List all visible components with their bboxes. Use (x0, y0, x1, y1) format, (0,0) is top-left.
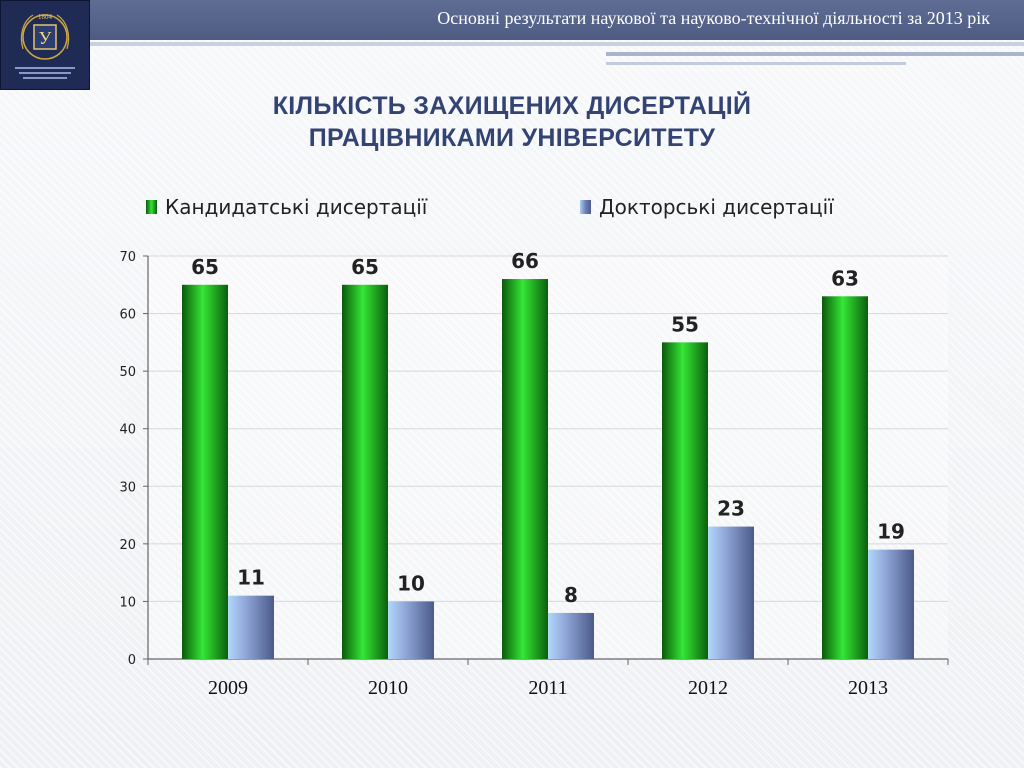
legend-item-candidate: Кандидатські дисертації (146, 195, 427, 219)
legend-swatch-candidate (146, 200, 157, 214)
data-label-doctoral: 10 (397, 571, 425, 595)
y-tick-label: 30 (119, 480, 136, 495)
legend-item-doctoral: Докторські дисертації (580, 195, 834, 219)
bar-doctoral (228, 595, 274, 659)
legend-label-candidate: Кандидатські дисертації (165, 195, 428, 219)
bar-doctoral (868, 549, 914, 659)
page-title-line-2: ПРАЦІВНИКАМИ УНІВЕРСИТЕТУ (308, 124, 716, 152)
y-tick-label: 60 (119, 308, 136, 323)
legend-label-doctoral: Докторські дисертації (599, 195, 834, 219)
university-logo: У 1804 (0, 0, 90, 90)
data-label-doctoral: 19 (877, 520, 905, 544)
bar-candidate (502, 279, 548, 659)
header-stripes (90, 40, 1024, 70)
bar-candidate (342, 284, 388, 659)
data-label-candidate: 63 (831, 266, 859, 290)
chart-legend: Кандидатські дисертації Докторські дисер… (0, 195, 1024, 223)
y-tick-label: 50 (119, 365, 136, 380)
page-title-line-1: КІЛЬКІСТЬ ЗАХИЩЕНИХ ДИСЕРТАЦІЙ (272, 92, 752, 120)
x-tick-label: 2011 (528, 677, 567, 699)
bar-candidate (182, 284, 228, 659)
data-label-doctoral: 11 (237, 566, 265, 590)
data-label-candidate: 65 (351, 255, 379, 279)
y-tick-label: 40 (119, 423, 136, 438)
logo-year: 1804 (38, 13, 53, 21)
y-tick-label: 70 (119, 250, 136, 265)
x-tick-label: 2013 (848, 677, 888, 699)
data-label-candidate: 55 (671, 312, 699, 336)
header-bar (0, 0, 1024, 40)
page-title: КІЛЬКІСТЬ ЗАХИЩЕНИХ ДИСЕРТАЦІЙ ПРАЦІВНИК… (0, 90, 1024, 154)
header-title: Основні результати наукової та науково-т… (437, 8, 990, 28)
y-tick-label: 0 (128, 653, 136, 668)
data-label-candidate: 65 (191, 255, 219, 279)
bar-doctoral (548, 612, 594, 659)
logo-letter: У (39, 28, 52, 48)
y-tick-label: 10 (119, 595, 136, 610)
bar-candidate (822, 296, 868, 659)
bar-doctoral (708, 526, 754, 659)
bar-candidate (662, 342, 708, 659)
y-tick-label: 20 (119, 538, 136, 553)
x-tick-label: 2012 (688, 677, 728, 699)
data-label-doctoral: 23 (717, 497, 745, 521)
x-tick-label: 2010 (368, 677, 408, 699)
data-label-doctoral: 8 (564, 583, 578, 607)
data-label-candidate: 66 (511, 249, 539, 273)
legend-swatch-doctoral (580, 200, 591, 214)
bar-doctoral (388, 601, 434, 659)
x-tick-label: 2009 (208, 677, 248, 699)
